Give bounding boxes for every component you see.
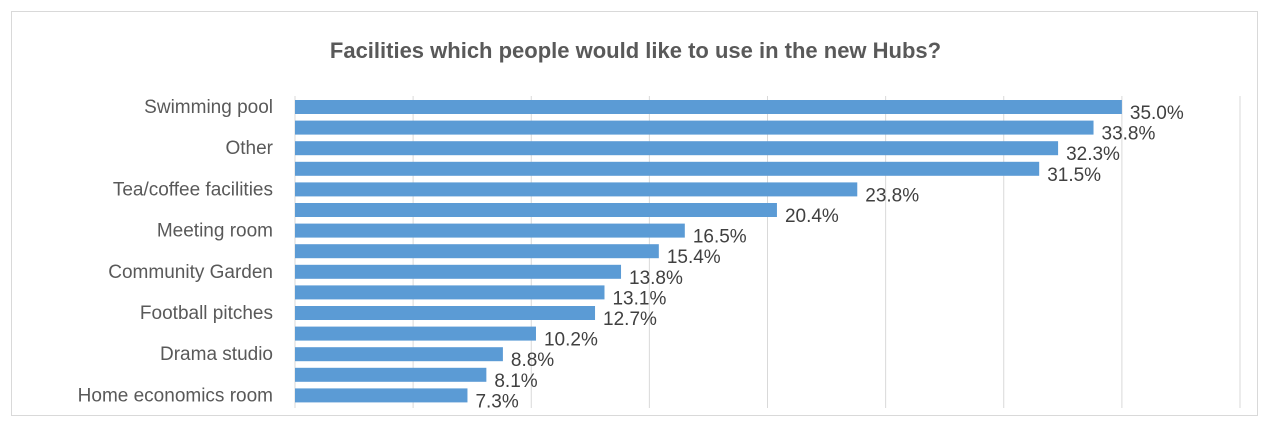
bar (295, 120, 1094, 135)
bar (295, 264, 622, 279)
category-label: Football pitches (140, 303, 273, 324)
bar (295, 347, 503, 362)
bar (295, 326, 536, 341)
data-label: 13.1% (612, 288, 666, 309)
data-label: 35.0% (1130, 103, 1184, 124)
data-label: 20.4% (785, 206, 839, 227)
data-label: 8.1% (494, 371, 537, 392)
bar (295, 367, 487, 382)
data-label: 32.3% (1066, 144, 1120, 165)
category-label: Meeting room (157, 221, 273, 242)
data-label: 16.5% (693, 227, 747, 248)
bars (295, 100, 1122, 403)
labels: 35.0% Swimming pool 33.8%32.3% Other 31.5% 23… (78, 97, 1184, 412)
bar (295, 100, 1122, 114)
bar (295, 388, 468, 403)
bar (295, 306, 596, 320)
data-label: 31.5% (1047, 165, 1101, 186)
bar (295, 161, 1040, 176)
bar (295, 223, 685, 238)
category-label: Community Garden (108, 262, 273, 283)
bar (295, 244, 659, 259)
data-label: 33.8% (1102, 124, 1156, 145)
data-label: 12.7% (603, 309, 657, 330)
data-label: 10.2% (544, 330, 598, 351)
category-label: Swimming pool (144, 97, 273, 118)
category-label: Other (225, 138, 273, 159)
chart-title: Facilities which people would like to us… (329, 38, 942, 63)
data-label: 13.8% (629, 268, 683, 289)
category-label: Drama studio (160, 344, 273, 365)
bar (295, 203, 777, 217)
category-label: Tea/coffee facilities (113, 179, 273, 200)
data-label: 15.4% (667, 247, 721, 268)
data-label: 8.8% (511, 350, 554, 371)
data-label: 23.8% (865, 185, 919, 206)
bar (295, 141, 1059, 156)
data-label: 7.3% (475, 391, 518, 412)
bar (295, 285, 605, 300)
bar (295, 182, 858, 197)
category-label: Home economics room (78, 385, 273, 406)
